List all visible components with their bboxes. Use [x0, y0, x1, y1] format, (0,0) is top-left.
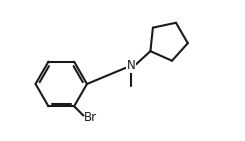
- Text: Br: Br: [84, 111, 97, 124]
- Text: N: N: [127, 59, 135, 72]
